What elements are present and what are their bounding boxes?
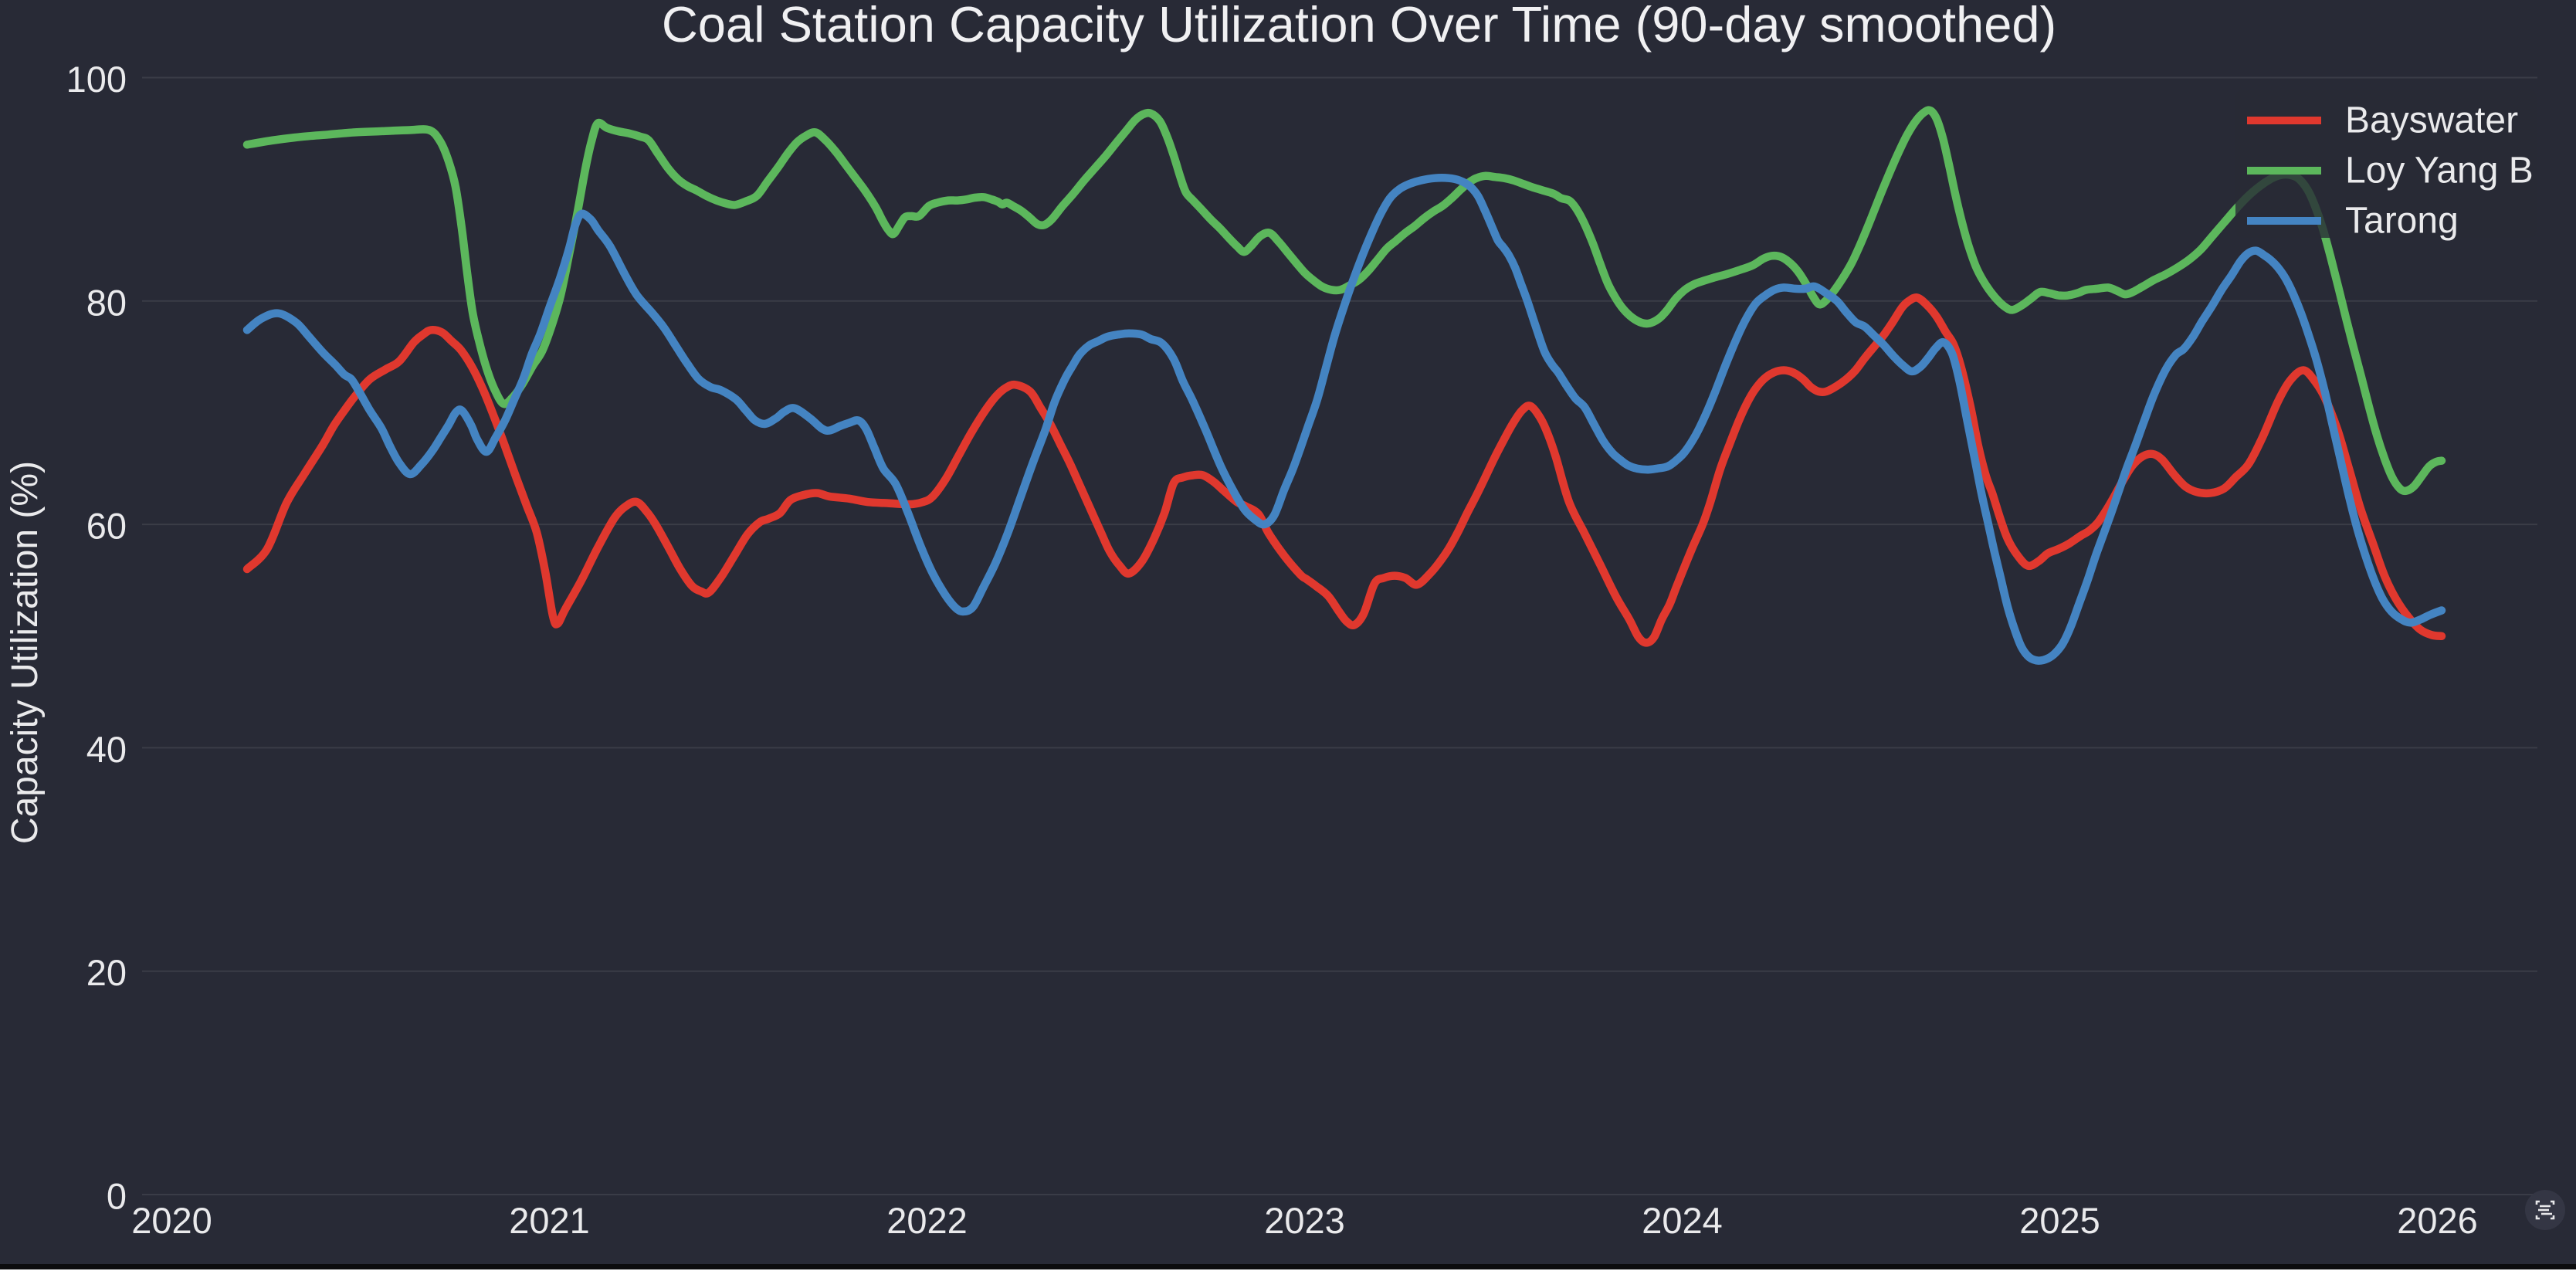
svg-text:40: 40 — [86, 729, 127, 770]
svg-text:Capacity Utilization (%): Capacity Utilization (%) — [5, 461, 46, 844]
svg-text:2026: 2026 — [2397, 1200, 2478, 1241]
svg-text:Tarong: Tarong — [2345, 201, 2459, 242]
svg-text:2020: 2020 — [131, 1200, 212, 1241]
svg-text:2025: 2025 — [2019, 1200, 2100, 1241]
svg-text:2022: 2022 — [886, 1200, 968, 1241]
svg-text:2021: 2021 — [509, 1200, 590, 1241]
svg-text:80: 80 — [86, 282, 127, 323]
svg-text:Loy Yang B: Loy Yang B — [2345, 151, 2534, 191]
svg-text:20: 20 — [86, 952, 127, 993]
svg-text:2024: 2024 — [1642, 1200, 1723, 1241]
svg-text:Coal Station Capacity Utilizat: Coal Station Capacity Utilization Over T… — [662, 0, 2056, 53]
svg-text:2023: 2023 — [1264, 1200, 1345, 1241]
svg-text:0: 0 — [107, 1176, 127, 1217]
svg-text:60: 60 — [86, 506, 127, 547]
svg-text:100: 100 — [66, 59, 127, 100]
svg-text:Bayswater: Bayswater — [2345, 100, 2518, 141]
